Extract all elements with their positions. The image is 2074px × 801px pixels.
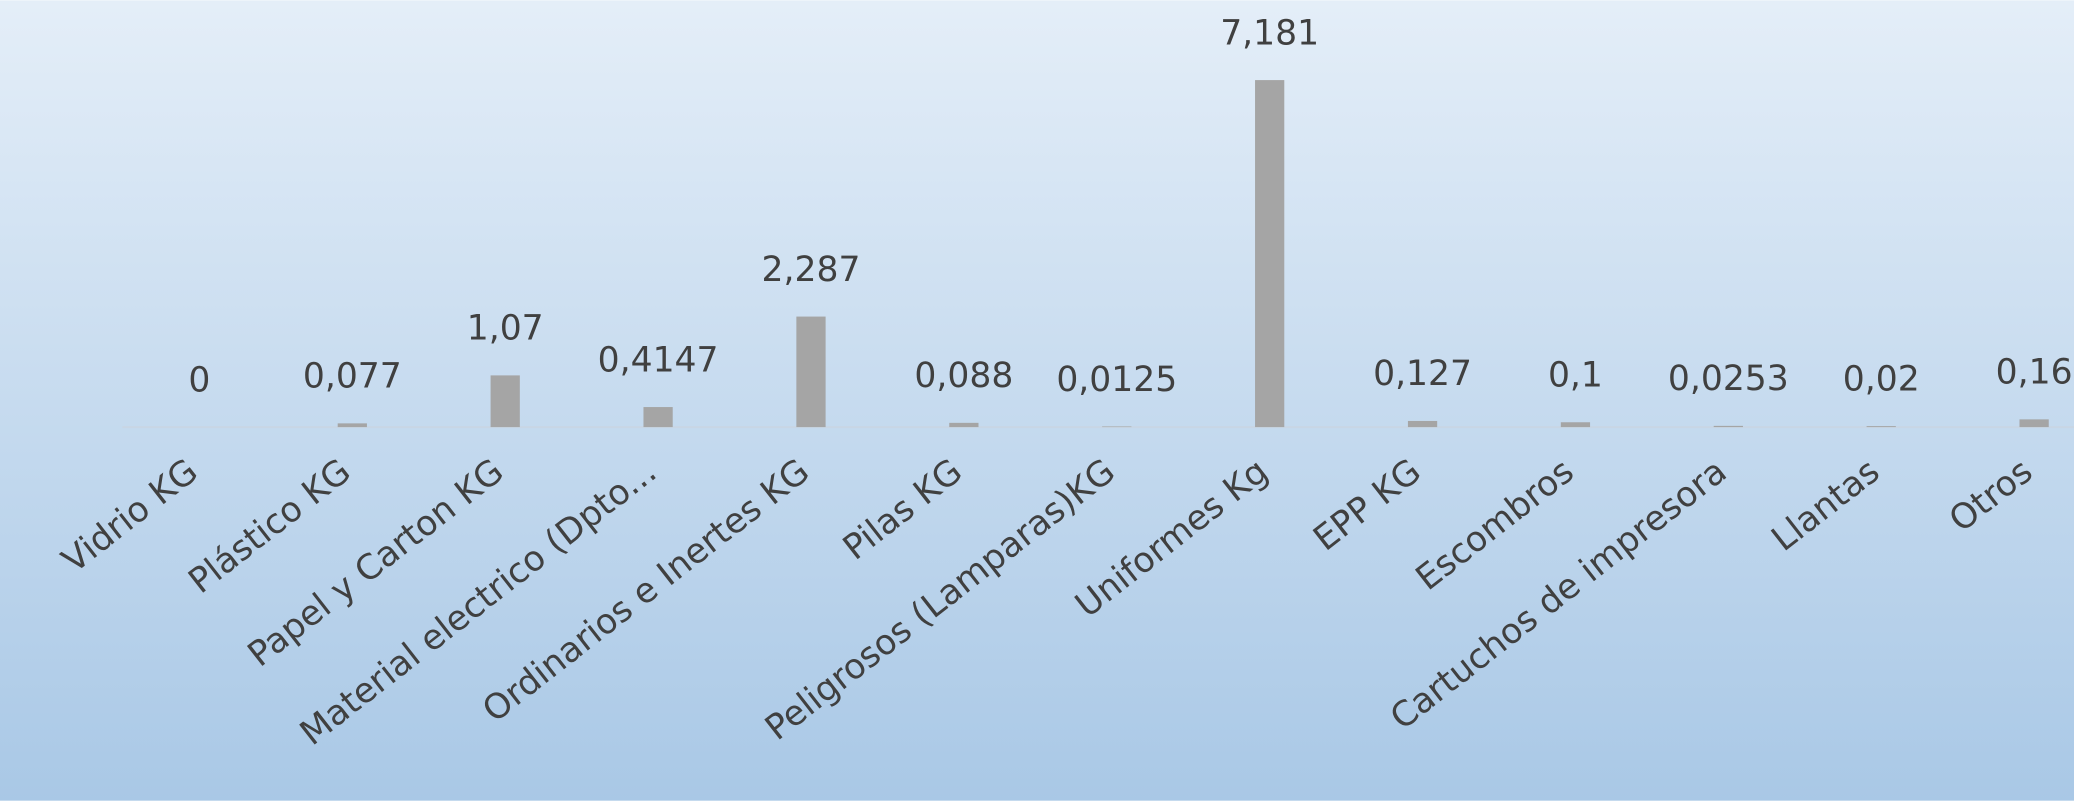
data-label: 0,127: [1373, 354, 1472, 394]
data-label: 0,077: [303, 357, 402, 397]
bar: [490, 375, 520, 428]
bar: [1866, 426, 1896, 428]
data-label: 2,287: [762, 250, 861, 290]
bar: [1560, 422, 1591, 428]
data-label: 0,1: [1548, 356, 1603, 396]
data-label: 0,0253: [1668, 359, 1789, 399]
bar: [949, 422, 979, 428]
data-label: 0,4147: [598, 340, 719, 380]
data-label: 1,07: [467, 309, 544, 349]
data-label: 0,0125: [1056, 360, 1177, 400]
bar: [1102, 426, 1132, 428]
data-label: 0,16: [1996, 353, 2073, 393]
bar: [2019, 419, 2049, 428]
bar: [643, 407, 673, 428]
bar: [1713, 425, 1743, 428]
data-label: 0,088: [914, 356, 1013, 396]
data-label: 0: [188, 360, 210, 400]
data-label: 7,181: [1220, 13, 1319, 53]
bar: [1255, 80, 1285, 428]
bar: [337, 423, 367, 428]
bar: [796, 316, 826, 428]
bar: [1407, 420, 1438, 428]
data-label: 0,02: [1843, 359, 1920, 399]
